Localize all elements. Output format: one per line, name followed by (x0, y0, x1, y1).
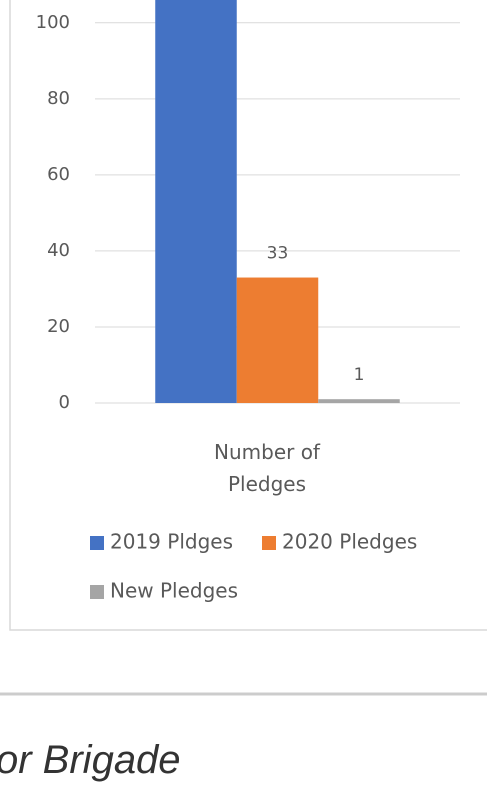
data-label: 33 (267, 244, 289, 264)
legend-label: 2019 Pldges (110, 530, 233, 554)
legend-label: New Pledges (110, 579, 238, 603)
y-tick-label: 0 (59, 392, 70, 413)
legend-swatch (90, 536, 104, 550)
legend-swatch (90, 585, 104, 599)
footer-text: or Brigade (0, 738, 181, 782)
bar (236, 277, 319, 403)
bar (318, 399, 400, 403)
y-tick-label: 20 (47, 316, 70, 337)
y-tick-label: 40 (47, 240, 70, 261)
bar (155, 0, 237, 404)
chart-border (9, 0, 487, 631)
y-tick-label: 100 (36, 12, 70, 33)
legend-swatch (262, 536, 276, 550)
x-category-label: Number of Pledges (214, 440, 320, 496)
legend-label: 2020 Pledges (282, 530, 417, 554)
data-label: 1 (354, 365, 365, 385)
y-tick-label: 80 (47, 88, 70, 109)
y-tick-label: 60 (47, 164, 70, 185)
